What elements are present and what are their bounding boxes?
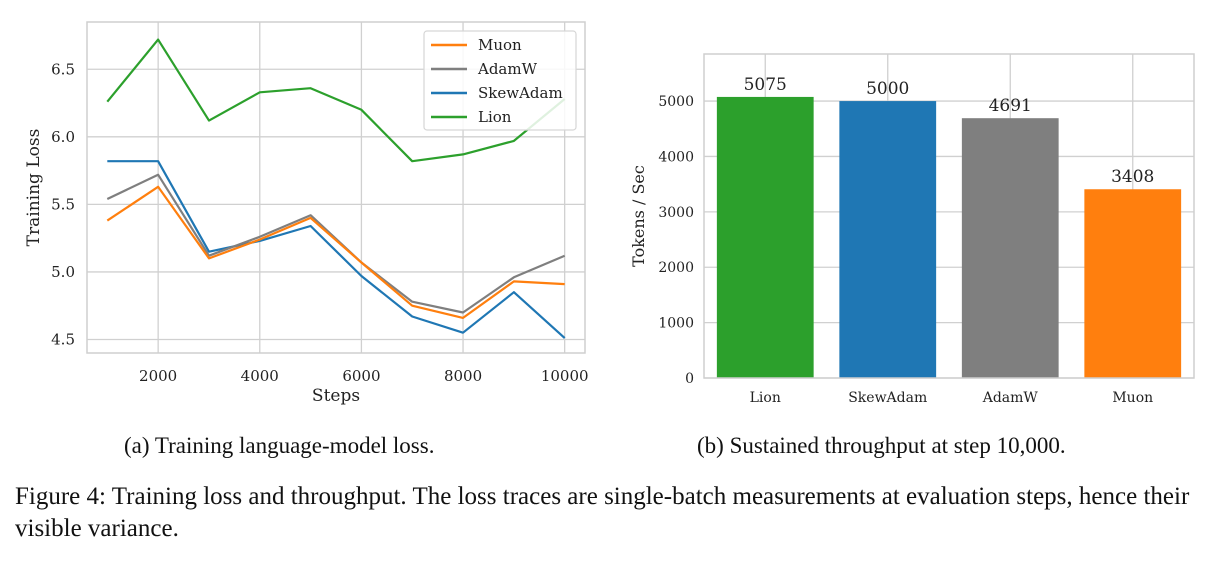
x-tick-label: Lion <box>750 390 781 406</box>
figure-caption: Figure 4: Training loss and throughput. … <box>15 483 1190 542</box>
x-tick-label: 8000 <box>444 367 482 385</box>
bar-value-label: 3408 <box>1111 167 1154 187</box>
x-tick-label: 2000 <box>139 367 177 385</box>
legend-label: SkewAdam <box>478 84 563 102</box>
bar-adamw <box>961 118 1059 379</box>
y-tick-label: 5000 <box>658 94 694 110</box>
legend-box <box>423 30 577 131</box>
y-axis-label: Training Loss <box>24 129 44 247</box>
x-axis-label: Steps <box>312 386 360 406</box>
bar-value-label: 5075 <box>744 75 787 95</box>
series-line-skewadam <box>107 160 566 339</box>
loss-chart-panel: 2000 4000 6000 8000 10000 4.5 5.0 5.5 6.0 6.5 Step… <box>0 0 600 420</box>
x-tick-label: SkewAdam <box>848 390 927 406</box>
x-tick-label: 6000 <box>342 367 380 385</box>
x-tick-label: 10000 <box>541 367 589 385</box>
y-tick-label: 6.0 <box>51 128 75 146</box>
bar-value-label: 4691 <box>989 96 1032 116</box>
throughput-bar-chart: 5075 Lion 5000 SkewAdam 4691 AdamW 3408 Muon 0 10… <box>629 53 1195 406</box>
loss-line-chart: 2000 4000 6000 8000 10000 4.5 5.0 5.5 6.0 6.5 Step… <box>24 21 589 406</box>
bar-skewadam <box>839 101 937 379</box>
y-tick-label: 2000 <box>658 260 694 276</box>
y-tick-label: 4000 <box>658 149 694 165</box>
bar-value-label: 5000 <box>866 79 909 99</box>
subcaption-b: (b) Sustained throughput at step 10,000. <box>697 433 1066 458</box>
plot-frame <box>86 21 586 354</box>
legend-label: Muon <box>478 36 522 54</box>
y-tick-label: 5.0 <box>51 263 75 281</box>
legend: Muon AdamW SkewAdam Lion <box>423 30 577 131</box>
plot-frame <box>703 53 1195 379</box>
x-tick-label: Muon <box>1112 390 1153 406</box>
throughput-chart-panel: 5075 Lion 5000 SkewAdam 4691 AdamW 3408 Muon 0 10… <box>610 0 1218 420</box>
y-tick-label: 5.5 <box>51 195 75 213</box>
y-axis-label: Tokens / Sec <box>629 165 648 267</box>
legend-label: Lion <box>478 108 512 126</box>
bar-muon <box>1084 189 1182 378</box>
y-tick-label: 4.5 <box>51 330 75 348</box>
y-tick-label: 3000 <box>658 205 694 221</box>
legend-label: AdamW <box>477 60 538 78</box>
y-tick-label: 6.5 <box>51 60 75 78</box>
x-tick-label: 4000 <box>241 367 279 385</box>
series-line-muon <box>106 185 565 319</box>
bar-lion <box>716 96 814 378</box>
x-tick-label: AdamW <box>982 390 1039 406</box>
series-line-lion <box>106 38 566 163</box>
y-tick-label: 1000 <box>658 316 694 332</box>
y-tick-label: 0 <box>685 371 694 387</box>
subcaption-a: (a) Training language-model loss. <box>124 433 435 458</box>
